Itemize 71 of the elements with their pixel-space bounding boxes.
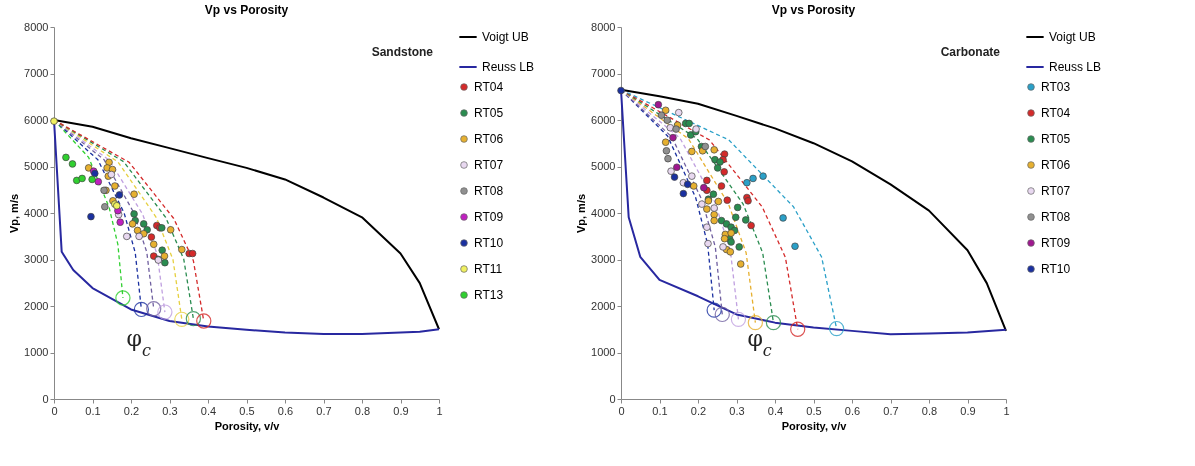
- x-tick-label: 0.7: [883, 404, 899, 417]
- x-tick-label: 0: [51, 404, 58, 417]
- y-tick-label: 6000: [24, 113, 49, 126]
- legend-label: RT06: [474, 132, 504, 146]
- y-tick-label: 0: [609, 392, 616, 405]
- x-tick-label: 0.5: [806, 404, 822, 417]
- annotation: Carbonate: [940, 45, 1001, 59]
- legend-label: RT08: [1041, 210, 1071, 224]
- x-tick-label: 0.7: [316, 404, 332, 417]
- x-tick-label: 0.3: [162, 404, 178, 417]
- y-tick-label: 8000: [24, 20, 49, 33]
- x-axis-title: Porosity, v/v: [214, 419, 281, 432]
- legend-label: RT11: [474, 262, 503, 276]
- legend-label: RT05: [1041, 132, 1071, 146]
- legend-label: RT08: [474, 184, 504, 198]
- legend-label: RT10: [1041, 262, 1071, 276]
- y-tick-label: 3000: [24, 253, 49, 265]
- y-tick-label: 7000: [591, 67, 616, 79]
- x-tick-label: 0.8: [354, 404, 371, 417]
- x-tick-label: 0.1: [652, 404, 668, 417]
- x-tick-label: 0.4: [767, 404, 784, 417]
- y-tick-label: 8000: [591, 20, 616, 33]
- y-tick-label: 6000: [591, 113, 616, 126]
- x-tick-label: 0.6: [277, 404, 294, 417]
- legend-label: RT07: [1041, 184, 1071, 198]
- legend-label: RT04: [474, 80, 504, 94]
- y-tick-label: 1000: [24, 346, 49, 358]
- legend-label: RT09: [1041, 236, 1071, 250]
- x-tick-label: 0.2: [690, 404, 707, 417]
- legend-label: RT10: [474, 236, 504, 250]
- x-axis-title: Porosity, v/v: [781, 419, 848, 432]
- y-tick-label: 2000: [591, 299, 616, 312]
- y-axis-title: Vp, m/s: [575, 193, 588, 234]
- x-tick-label: 0.9: [393, 404, 409, 417]
- legend-label: RT07: [474, 158, 504, 172]
- y-tick-label: 4000: [24, 206, 49, 219]
- legend-label: RT05: [474, 106, 504, 120]
- y-tick-label: 3000: [591, 253, 616, 265]
- y-tick-label: 7000: [24, 67, 49, 79]
- y-tick-label: 5000: [591, 160, 616, 172]
- y-tick-label: 5000: [24, 160, 49, 172]
- x-tick-label: 1: [1003, 404, 1010, 417]
- y-axis-title: Vp, m/s: [8, 193, 21, 234]
- x-tick-label: 0.3: [729, 404, 745, 417]
- x-tick-label: 0.2: [123, 404, 140, 417]
- x-tick-label: 1: [436, 404, 443, 417]
- y-tick-label: 1000: [591, 346, 616, 358]
- x-tick-label: 0.4: [200, 404, 217, 417]
- x-tick-label: 0.8: [921, 404, 938, 417]
- annotation: φ$_{c}$: [747, 326, 772, 360]
- x-tick-label: 0.9: [960, 404, 976, 417]
- x-tick-label: 0.6: [844, 404, 861, 417]
- legend-label: RT04: [1041, 106, 1071, 120]
- legend-label: Reuss LB: [1049, 60, 1102, 74]
- chart-title: Vp vs Porosity: [771, 3, 856, 17]
- chart-title: Vp vs Porosity: [204, 3, 289, 17]
- legend-label: RT13: [474, 288, 504, 302]
- x-tick-label: 0.5: [239, 404, 255, 417]
- legend-label: RT09: [474, 210, 504, 224]
- x-tick-label: 0: [618, 404, 625, 417]
- annotation: φ$_{c}$: [126, 326, 151, 360]
- legend-label: RT06: [1041, 158, 1071, 172]
- annotation: Sandstone: [371, 45, 434, 59]
- legend-label: RT03: [1041, 80, 1071, 94]
- legend-label: Voigt UB: [482, 30, 529, 44]
- legend-label: Reuss LB: [482, 60, 535, 74]
- y-tick-label: 2000: [24, 299, 49, 312]
- y-tick-label: 0: [42, 392, 49, 405]
- x-tick-label: 0.1: [85, 404, 101, 417]
- y-tick-label: 4000: [591, 206, 616, 219]
- legend-label: Voigt UB: [1049, 30, 1096, 44]
